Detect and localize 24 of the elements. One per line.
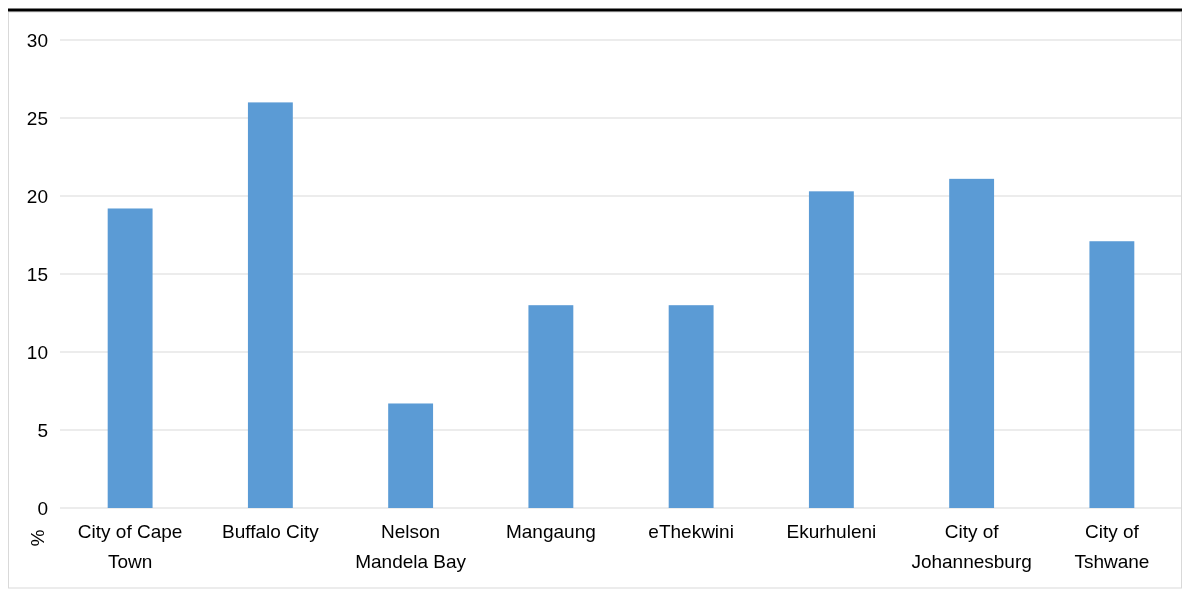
- y-tick-label: 10: [26, 341, 48, 363]
- x-tick-label: Buffalo City: [221, 521, 320, 542]
- bar: [1089, 241, 1135, 508]
- y-tick-label: 30: [26, 29, 48, 51]
- x-tick-label: Ekurhuleni: [786, 521, 877, 542]
- bar: [388, 403, 434, 508]
- y-tick-label: 20: [26, 185, 48, 207]
- x-tick-label: City of Cape Town: [77, 521, 183, 572]
- x-tick-label: City of Johannesburg: [911, 521, 1032, 572]
- bar: [949, 178, 995, 508]
- y-tick-label: 15: [26, 263, 48, 285]
- x-tick-label: City of Tshwane: [1074, 521, 1150, 572]
- bar: [808, 191, 854, 508]
- bar: [528, 305, 574, 508]
- x-tick-label: eThekwini: [648, 521, 734, 542]
- x-tick-label: Nelson Mandela Bay: [355, 521, 467, 572]
- y-tick-label: 5: [37, 419, 48, 441]
- y-tick-label: 0: [37, 497, 48, 519]
- bar: [668, 305, 714, 508]
- x-tick-label: Mangaung: [505, 521, 596, 542]
- y-tick-label: 25: [26, 107, 48, 129]
- bar: [247, 102, 293, 508]
- y-axis-title: %: [27, 529, 49, 547]
- bar: [107, 208, 153, 508]
